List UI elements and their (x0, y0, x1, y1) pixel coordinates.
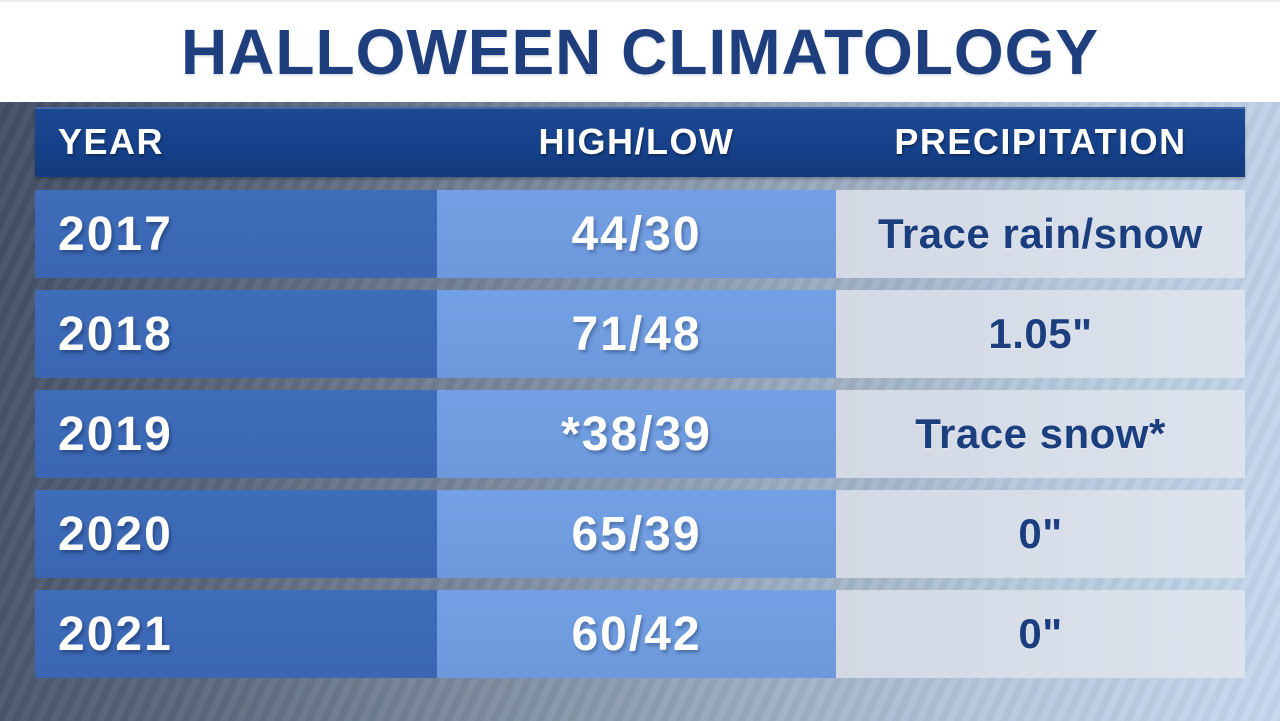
table-row: 2021 60/42 0" (35, 590, 1245, 678)
climatology-table: YEAR HIGH/LOW PRECIPITATION 2017 44/30 T… (35, 107, 1245, 690)
precipitation-cell: Trace snow* (836, 390, 1245, 478)
precipitation-cell: Trace rain/snow (836, 190, 1245, 278)
year-cell: 2018 (35, 290, 437, 378)
table-row: 2019 *38/39 Trace snow* (35, 390, 1245, 478)
high-low-cell: 65/39 (437, 490, 836, 578)
precipitation-cell: 1.05" (836, 290, 1245, 378)
header-precipitation: PRECIPITATION (894, 121, 1187, 162)
year-cell: 2017 (35, 190, 437, 278)
high-low-cell: *38/39 (437, 390, 836, 478)
year-cell: 2019 (35, 390, 437, 478)
high-low-cell: 44/30 (437, 190, 836, 278)
year-cell: 2021 (35, 590, 437, 678)
title-band: HALLOWEEN CLIMATOLOGY (0, 0, 1280, 102)
precipitation-cell: 0" (836, 490, 1245, 578)
page-title: HALLOWEEN CLIMATOLOGY (180, 16, 1100, 88)
precipitation-cell: 0" (836, 590, 1245, 678)
header-year: YEAR (58, 121, 165, 162)
table-row: 2020 65/39 0" (35, 490, 1245, 578)
table-row: 2018 71/48 1.05" (35, 290, 1245, 378)
header-high-low: HIGH/LOW (538, 121, 735, 162)
high-low-cell: 71/48 (437, 290, 836, 378)
high-low-cell: 60/42 (437, 590, 836, 678)
table-header-row: YEAR HIGH/LOW PRECIPITATION (35, 107, 1245, 177)
table-row: 2017 44/30 Trace rain/snow (35, 190, 1245, 278)
year-cell: 2020 (35, 490, 437, 578)
